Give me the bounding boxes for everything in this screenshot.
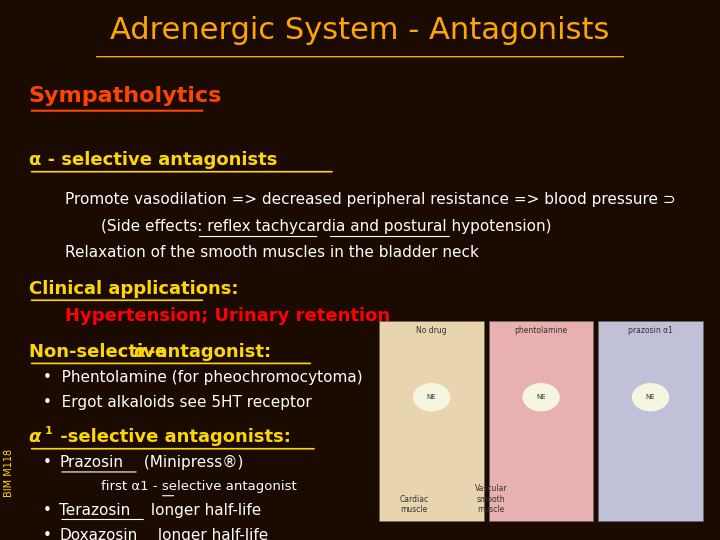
Text: α: α	[29, 428, 41, 446]
Text: Cardiac
muscle: Cardiac muscle	[400, 495, 428, 514]
Text: NE: NE	[427, 394, 436, 400]
FancyBboxPatch shape	[598, 321, 703, 521]
Text: BIM M118: BIM M118	[4, 449, 14, 497]
Text: Relaxation of the smooth muscles in the bladder neck: Relaxation of the smooth muscles in the …	[65, 245, 479, 260]
Text: (Side effects: reflex tachycardia and postural hypotension): (Side effects: reflex tachycardia and po…	[101, 219, 552, 234]
Text: •: •	[43, 503, 62, 518]
FancyBboxPatch shape	[489, 321, 593, 521]
Text: •  Phentolamine (for pheochromocytoma): • Phentolamine (for pheochromocytoma)	[43, 370, 363, 385]
Text: Sympatholytics: Sympatholytics	[29, 86, 222, 106]
Text: •  Ergot alkaloids see 5HT receptor: • Ergot alkaloids see 5HT receptor	[43, 395, 312, 410]
Text: Hypertension; Urinary retention: Hypertension; Urinary retention	[65, 307, 390, 325]
Text: Non-selective: Non-selective	[29, 343, 174, 361]
Text: α: α	[133, 343, 145, 361]
Text: 1: 1	[45, 426, 53, 436]
Text: longer half-life: longer half-life	[153, 528, 269, 540]
Text: (Minipress®): (Minipress®)	[139, 455, 243, 470]
Text: •: •	[43, 528, 62, 540]
Circle shape	[633, 384, 668, 411]
Text: Doxazosin: Doxazosin	[59, 528, 138, 540]
Text: Promote vasodilation => decreased peripheral resistance => blood pressure ⊃: Promote vasodilation => decreased periph…	[65, 192, 675, 207]
FancyBboxPatch shape	[379, 321, 484, 521]
Text: Clinical applications:: Clinical applications:	[29, 280, 238, 298]
Circle shape	[523, 384, 559, 411]
Text: -selective antagonists:: -selective antagonists:	[54, 428, 291, 446]
Text: α - selective antagonists: α - selective antagonists	[29, 151, 277, 169]
Text: No drug: No drug	[416, 326, 447, 335]
Text: NE: NE	[536, 394, 546, 400]
Circle shape	[414, 384, 449, 411]
Text: NE: NE	[646, 394, 655, 400]
Text: •: •	[43, 455, 62, 470]
Text: Prazosin: Prazosin	[59, 455, 123, 470]
Text: first α1 - selective antagonist: first α1 - selective antagonist	[101, 480, 297, 492]
Text: longer half-life: longer half-life	[146, 503, 261, 518]
Text: phentolamine: phentolamine	[515, 326, 567, 335]
Text: Vascular
smooth
muscle: Vascular smooth muscle	[474, 484, 508, 514]
Text: Adrenergic System - Antagonists: Adrenergic System - Antagonists	[110, 16, 610, 45]
Text: prazosin α1: prazosin α1	[628, 326, 673, 335]
Text: Terazosin: Terazosin	[59, 503, 130, 518]
Text: -antagonist:: -antagonist:	[148, 343, 271, 361]
